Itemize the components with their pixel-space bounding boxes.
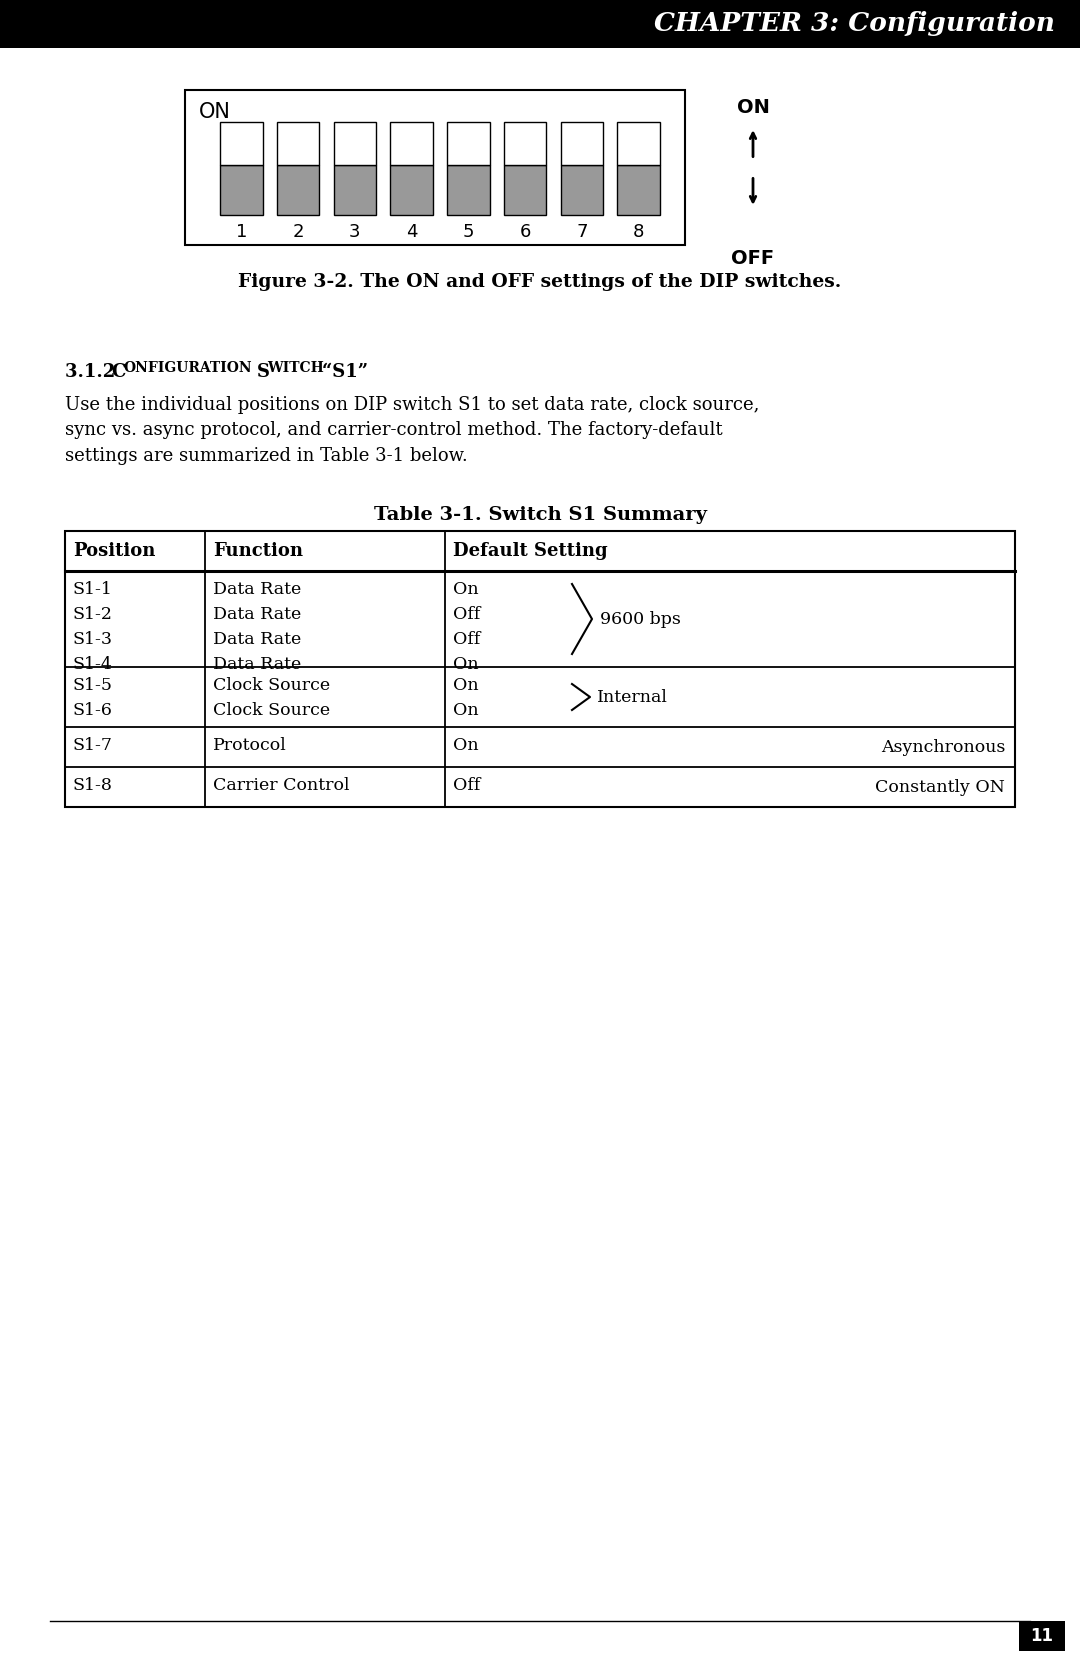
Text: ON: ON (737, 98, 769, 117)
Text: 1: 1 (235, 224, 247, 240)
Bar (390, 122, 433, 165)
Bar (220, 165, 262, 215)
Text: 8: 8 (633, 224, 645, 240)
Text: S1-8: S1-8 (73, 778, 113, 794)
Text: S1-7: S1-7 (73, 738, 113, 754)
Bar (447, 122, 489, 165)
Bar (334, 165, 376, 215)
Text: WITCH: WITCH (267, 362, 324, 376)
Text: 4: 4 (406, 224, 417, 240)
Text: 3: 3 (349, 224, 361, 240)
Text: Constantly ON: Constantly ON (875, 778, 1005, 796)
Text: “S1”: “S1” (313, 362, 368, 381)
Text: Figure 3-2. The ON and OFF settings of the DIP switches.: Figure 3-2. The ON and OFF settings of t… (239, 274, 841, 290)
Text: 2: 2 (293, 224, 303, 240)
Text: On
On: On On (453, 678, 478, 719)
Text: Internal: Internal (597, 689, 667, 706)
Bar (276, 122, 320, 165)
Text: ONFIGURATION: ONFIGURATION (123, 362, 252, 376)
Text: ON: ON (199, 102, 231, 122)
Bar (561, 122, 603, 165)
Text: Protocol: Protocol (213, 738, 287, 754)
Bar (0, 0, 1080, 48)
Text: 5: 5 (462, 224, 474, 240)
Bar (276, 165, 320, 215)
Text: 11: 11 (1030, 1627, 1053, 1646)
Bar (220, 122, 262, 165)
Text: C: C (111, 362, 125, 381)
Text: Position: Position (73, 542, 156, 561)
Text: On: On (453, 738, 478, 754)
Text: On
Off
Off
On: On Off Off On (453, 581, 481, 673)
Text: S1-5
S1-6: S1-5 S1-6 (73, 678, 113, 719)
Text: 6: 6 (519, 224, 530, 240)
Bar (185, 90, 685, 245)
Bar (447, 165, 489, 215)
Bar (618, 165, 660, 215)
Text: 9600 bps: 9600 bps (600, 611, 680, 628)
Bar (390, 165, 433, 215)
Bar (561, 165, 603, 215)
Bar (1020, 1621, 1065, 1651)
Bar (504, 165, 546, 215)
Text: S1-1
S1-2
S1-3
S1-4: S1-1 S1-2 S1-3 S1-4 (73, 581, 113, 673)
Text: Data Rate
Data Rate
Data Rate
Data Rate: Data Rate Data Rate Data Rate Data Rate (213, 581, 301, 673)
Text: Off: Off (453, 778, 481, 794)
Text: Default Setting: Default Setting (453, 542, 608, 561)
Text: 3.1.2: 3.1.2 (65, 362, 124, 381)
Text: Use the individual positions on DIP switch S1 to set data rate, clock source,
sy: Use the individual positions on DIP swit… (65, 396, 759, 464)
Text: Asynchronous: Asynchronous (880, 738, 1005, 756)
Bar (334, 122, 376, 165)
Text: OFF: OFF (731, 249, 774, 269)
Text: CHAPTER 3: Configuration: CHAPTER 3: Configuration (654, 12, 1055, 37)
Text: Function: Function (213, 542, 303, 561)
Text: Clock Source
Clock Source: Clock Source Clock Source (213, 678, 330, 719)
Bar (65, 531, 1015, 808)
Bar (618, 122, 660, 165)
Text: 7: 7 (576, 224, 588, 240)
Text: S: S (248, 362, 270, 381)
Text: Carrier Control: Carrier Control (213, 778, 350, 794)
Text: Table 3-1. Switch S1 Summary: Table 3-1. Switch S1 Summary (374, 506, 706, 524)
Bar (504, 122, 546, 165)
